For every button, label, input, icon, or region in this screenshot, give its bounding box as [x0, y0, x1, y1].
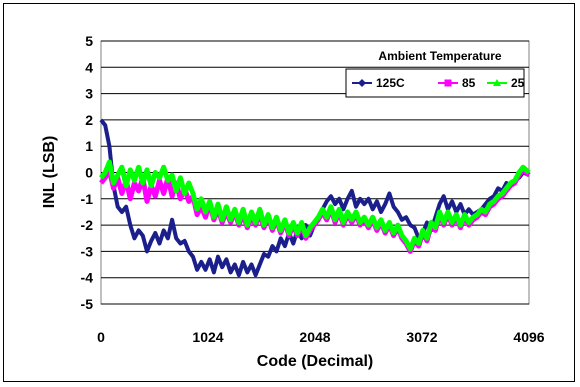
x-tick-label: 3072 [406, 329, 437, 345]
square-marker-icon [444, 79, 452, 87]
legend: Ambient Temperature 125C 85 25 [345, 49, 525, 98]
x-tick-label: 1024 [192, 329, 223, 345]
x-tick-label: 0 [97, 329, 105, 345]
y-tick-label: -1 [81, 191, 94, 207]
y-tick-label: 0 [85, 165, 93, 181]
triangle-marker-icon [493, 79, 501, 86]
legend-label: 25 [511, 76, 525, 90]
legend-entry-125c: 125C [352, 76, 405, 90]
x-tick-label: 2048 [299, 329, 330, 345]
y-tick-label: 2 [85, 112, 93, 128]
y-tick-label: 3 [85, 86, 93, 102]
legend-label: 125C [376, 76, 405, 90]
series-group [99, 118, 531, 278]
x-tick-label: 4096 [513, 329, 544, 345]
y-tick-labels: 5 4 3 2 1 0 -1 -2 -3 -4 -5 [81, 33, 94, 312]
diamond-marker-icon [358, 79, 366, 87]
y-axis-title: INL (LSB) [41, 136, 58, 209]
y-tick-label: 5 [85, 33, 93, 49]
x-axis-title: Code (Decimal) [257, 353, 373, 370]
y-tick-label: 1 [85, 138, 93, 154]
series-line-25 [99, 159, 531, 252]
legend-label: 85 [462, 76, 476, 90]
legend-entry-25: 25 [487, 76, 525, 90]
y-tick-label: -5 [81, 296, 94, 312]
y-tick-label: -3 [81, 243, 94, 259]
y-tick-label: 4 [85, 59, 93, 75]
y-tick-label: -2 [81, 217, 94, 233]
y-tick-label: -4 [81, 270, 94, 286]
legend-title: Ambient Temperature [378, 49, 501, 63]
x-tick-labels: 0 1024 2048 3072 4096 [97, 329, 545, 345]
legend-entry-85: 85 [438, 76, 476, 90]
legend-items: 125C 85 25 [352, 76, 525, 90]
